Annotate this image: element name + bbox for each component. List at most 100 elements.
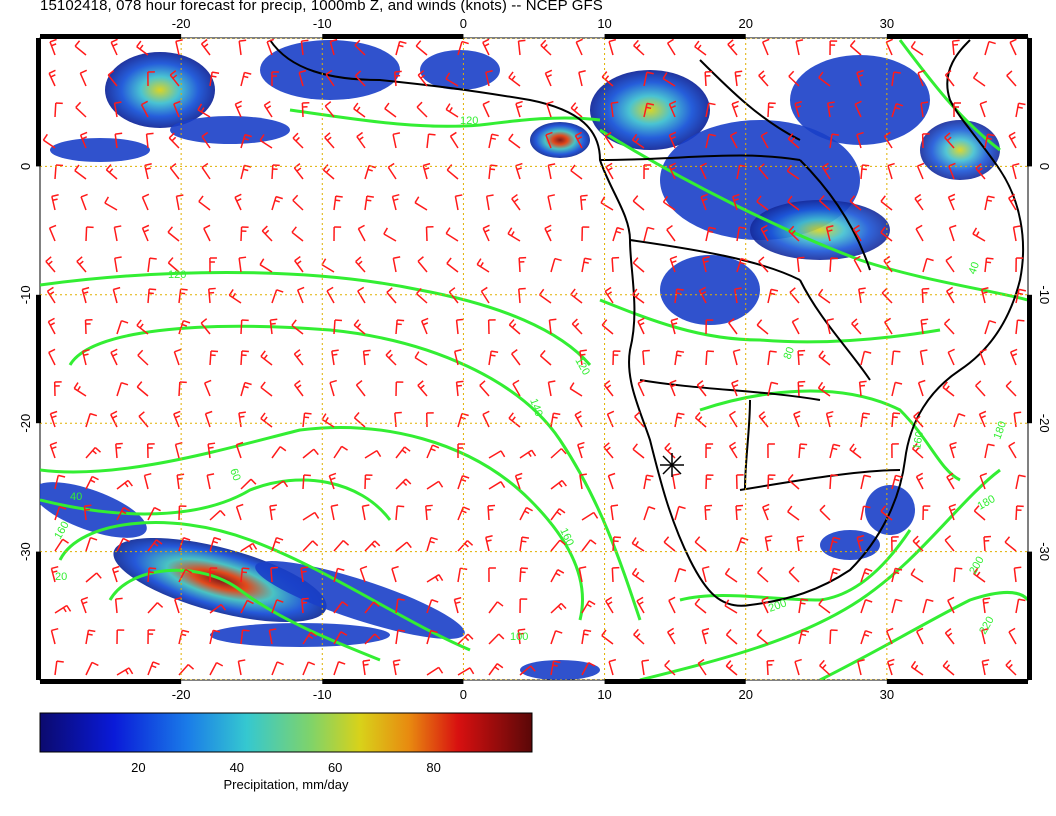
wind-barb (796, 256, 805, 273)
wind-barb (631, 537, 645, 552)
wind-barb (829, 474, 838, 490)
wind-barb (948, 162, 956, 180)
wind-barb (300, 39, 309, 56)
contour-label: 140 (527, 397, 545, 418)
wind-barb (445, 72, 459, 87)
wind-barb (916, 162, 925, 180)
wind-barb (146, 443, 155, 459)
wind-barb (643, 71, 654, 87)
wind-barb (113, 225, 122, 242)
wind-barb (445, 103, 459, 118)
wind-barb (263, 100, 273, 118)
wind-barb (269, 318, 278, 335)
wind-barb (578, 566, 587, 583)
wind-barb (240, 71, 252, 87)
wind-barb (268, 628, 277, 645)
wind-barb (446, 257, 459, 273)
wind-barb (110, 38, 118, 56)
wind-barb (668, 596, 676, 614)
wind-barb (569, 382, 583, 397)
wind-barb (849, 40, 862, 56)
wind-barb (80, 193, 88, 211)
wind-barb (829, 133, 840, 149)
wind-barb (943, 318, 955, 335)
wind-barb (178, 663, 195, 676)
wind-barb (829, 629, 838, 645)
wind-barb (333, 601, 349, 614)
wind-barb (758, 256, 769, 273)
axis-bar (604, 34, 746, 39)
wind-barb (197, 103, 211, 118)
lat-tick-label-left: 0 (18, 163, 33, 170)
wind-barb (667, 627, 676, 645)
wind-barb (574, 410, 583, 428)
wind-barb (457, 540, 474, 552)
wind-barb (857, 659, 865, 676)
wind-barb (980, 286, 989, 304)
wind-barb (728, 410, 738, 428)
wind-barb (910, 660, 924, 676)
wind-barb (797, 349, 806, 366)
wind-barb (912, 535, 924, 552)
wind-barb (732, 193, 740, 211)
wind-barb (797, 380, 806, 397)
wind-barb (761, 596, 769, 614)
wind-barb (416, 287, 428, 304)
wind-barb (80, 596, 89, 614)
wind-barb (916, 627, 924, 645)
wind-barb (581, 226, 590, 242)
wind-barb (488, 350, 499, 366)
wind-barb (174, 596, 182, 614)
wind-barb (209, 629, 221, 645)
wind-barb (829, 536, 841, 552)
wind-barb (829, 567, 841, 583)
contour-label: 120 (460, 115, 478, 127)
wind-barb (704, 70, 713, 87)
wind-barb (54, 604, 72, 614)
wind-barb (849, 443, 862, 459)
wind-barb (856, 131, 864, 149)
wind-barb (235, 441, 244, 459)
wind-barb (788, 225, 800, 242)
wind-barbs (42, 38, 1027, 676)
wind-barb (476, 258, 490, 273)
colorbar (39, 712, 533, 753)
wind-barb (581, 661, 596, 676)
wind-barb (169, 163, 180, 180)
wind-barb (515, 162, 523, 180)
wind-barb (631, 567, 645, 583)
wind-barb (415, 40, 428, 56)
wind-barb (485, 194, 494, 211)
wind-barb (76, 256, 87, 273)
wind-barb (953, 102, 962, 118)
wind-barb (851, 318, 862, 335)
wind-barb (767, 102, 776, 118)
wind-barb (796, 535, 805, 552)
wind-barb (79, 131, 88, 149)
wind-barb (600, 196, 614, 211)
wind-barb (457, 40, 469, 56)
wind-barb (147, 288, 157, 304)
wind-barb (694, 40, 707, 56)
wind-barb (201, 131, 211, 149)
wind-barb (891, 102, 904, 118)
wind-barb (426, 444, 440, 459)
wind-barb (829, 40, 838, 56)
wind-barb (209, 257, 217, 273)
wind-barb (547, 163, 556, 180)
wind-barb (420, 317, 429, 335)
wind-barb (209, 536, 222, 552)
wind-barb (731, 379, 739, 397)
wind-barb (736, 537, 749, 552)
wind-barb (426, 629, 438, 645)
wind-barb (392, 256, 401, 273)
wind-barb (853, 255, 862, 273)
wind-barb (137, 349, 149, 366)
wind-barb (570, 164, 583, 180)
wind-barb (240, 226, 249, 242)
wind-barb (302, 661, 316, 676)
wind-barb (104, 196, 118, 211)
wind-barb (425, 504, 433, 521)
wind-barb (487, 504, 496, 521)
wind-barb (642, 349, 650, 366)
